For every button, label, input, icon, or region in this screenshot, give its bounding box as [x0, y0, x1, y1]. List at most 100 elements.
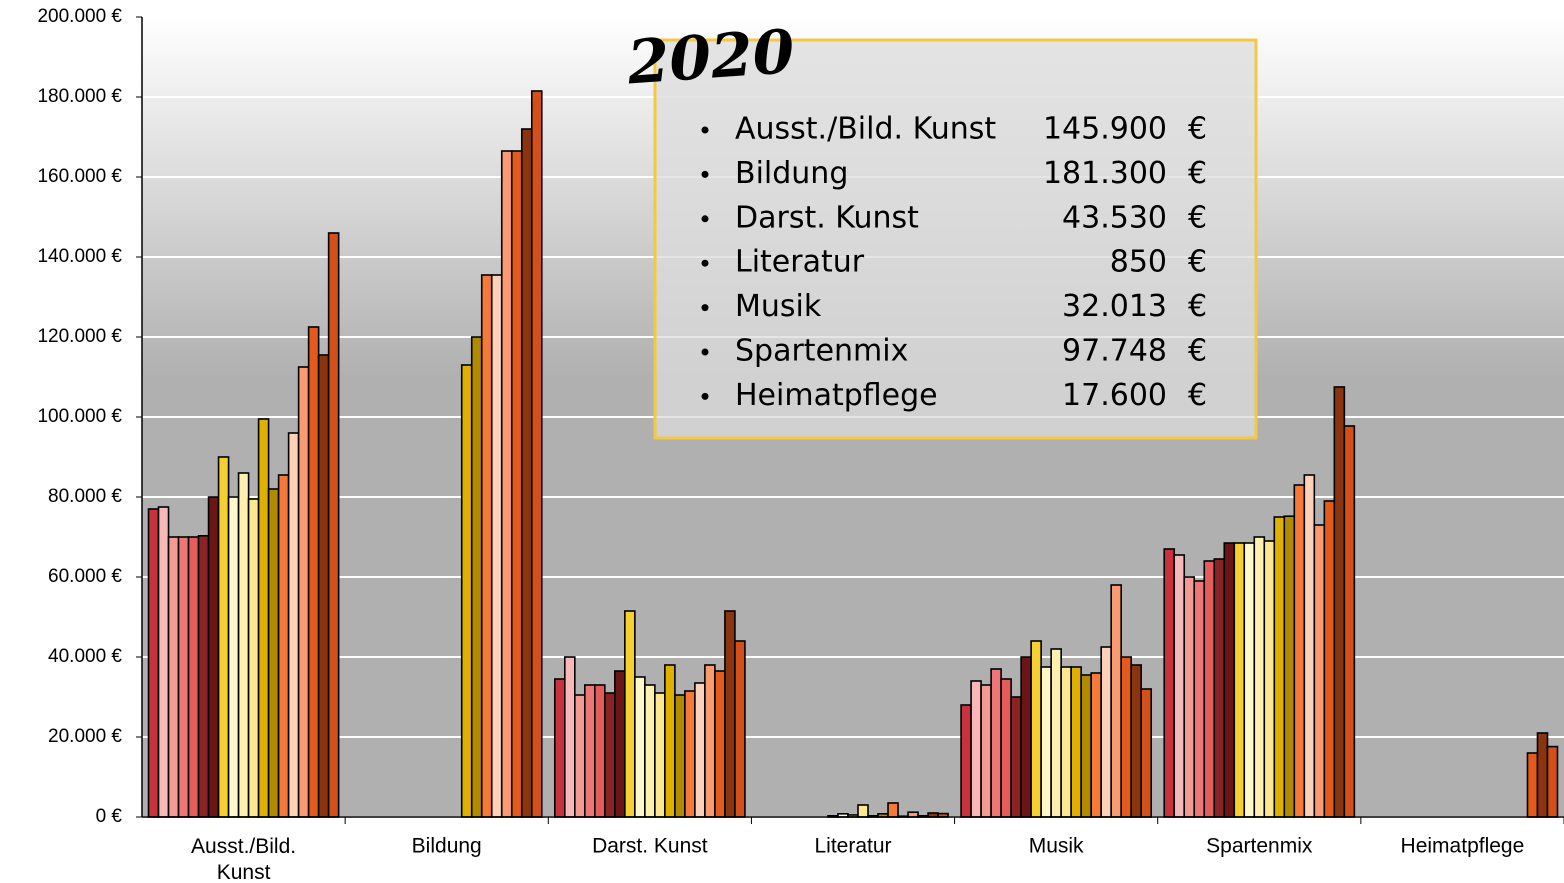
bullet — [701, 215, 709, 223]
y-tick-label: 100.000 € — [37, 406, 122, 427]
bar — [227, 496, 240, 818]
annotation-box — [653, 38, 1258, 440]
bar — [1293, 484, 1306, 818]
bar — [247, 498, 260, 818]
bar — [1120, 656, 1132, 818]
item-label: Literatur — [735, 245, 865, 280]
y-tick-label: 200.000 € — [37, 6, 122, 27]
bar — [644, 684, 656, 818]
bar — [1040, 666, 1052, 818]
bar — [1050, 648, 1062, 818]
bar — [530, 90, 543, 818]
bar — [1173, 554, 1186, 818]
y-tick-label: 20.000 € — [48, 726, 122, 747]
bar — [604, 692, 616, 818]
bar — [664, 664, 676, 818]
item-label: Bildung — [735, 156, 848, 191]
bar — [990, 668, 1002, 818]
bar — [1140, 688, 1153, 818]
y-tick-label: 80.000 € — [48, 486, 122, 507]
item-label: Spartenmix — [735, 334, 908, 369]
item-label: Ausst./Bild. Kunst — [735, 112, 996, 147]
bar — [694, 682, 706, 818]
bar — [553, 678, 566, 818]
item-amount: 145.900 — [1043, 112, 1167, 147]
bar — [1253, 536, 1266, 818]
item-label: Heimatpflege — [735, 378, 938, 413]
bar — [1203, 560, 1216, 818]
x-tick-label: Spartenmix — [1206, 835, 1313, 858]
item-amount: 43.530 — [1062, 200, 1167, 235]
bar — [460, 364, 473, 818]
bar — [187, 536, 200, 818]
bar — [1080, 674, 1092, 818]
x-tick-label: Darst. Kunst — [592, 835, 708, 858]
bar — [177, 536, 190, 818]
bar — [197, 534, 210, 818]
bar — [714, 670, 726, 818]
bar — [490, 274, 503, 818]
bar — [277, 474, 290, 818]
bar — [1163, 548, 1176, 818]
bar — [470, 336, 483, 818]
item-amount: 32.013 — [1062, 289, 1167, 324]
bullet — [701, 170, 709, 178]
item-unit: € — [1188, 378, 1207, 413]
bar — [1110, 584, 1122, 818]
bar — [574, 694, 586, 818]
bar — [704, 664, 716, 818]
bar — [1546, 745, 1559, 818]
bar — [614, 670, 626, 818]
bar — [500, 150, 513, 818]
bar — [267, 488, 280, 818]
y-tick-label: 140.000 € — [37, 246, 122, 267]
x-tick-label: Heimatpflege — [1401, 835, 1525, 858]
bar — [594, 684, 606, 818]
bullet — [701, 392, 709, 400]
bar — [317, 354, 330, 818]
x-tick-label: Bildung — [412, 835, 482, 858]
bar — [584, 684, 596, 818]
item-unit: € — [1188, 200, 1207, 235]
y-tick-label: 60.000 € — [48, 566, 122, 587]
bar — [520, 128, 533, 818]
bar — [257, 418, 270, 818]
y-tick-label: 40.000 € — [48, 646, 122, 667]
bar — [887, 802, 899, 818]
bar — [510, 150, 523, 818]
x-tick-label: Ausst./Bild. Kunst — [191, 835, 296, 883]
bar — [1010, 696, 1022, 818]
bar — [970, 680, 982, 818]
y-tick-label: 0 € — [96, 806, 123, 827]
bar — [167, 536, 180, 818]
bar — [654, 692, 666, 818]
bar — [1283, 515, 1296, 818]
bar — [327, 232, 340, 818]
bar — [1243, 542, 1256, 818]
item-unit: € — [1188, 334, 1207, 369]
bar — [1000, 678, 1012, 818]
bar — [157, 506, 170, 818]
item-unit: € — [1188, 156, 1207, 191]
item-unit: € — [1188, 112, 1207, 147]
bar — [980, 684, 992, 818]
bar — [1233, 542, 1246, 818]
bar — [1130, 664, 1143, 818]
bar — [1536, 732, 1549, 818]
bar — [1303, 474, 1316, 818]
bar — [624, 610, 636, 818]
bar — [724, 610, 736, 818]
bar — [674, 694, 686, 818]
item-amount: 850 — [1110, 245, 1167, 280]
item-amount: 97.748 — [1062, 334, 1167, 369]
x-tick-label: Musik — [1029, 835, 1084, 858]
y-tick-label: 120.000 € — [37, 326, 122, 347]
bar — [480, 274, 493, 818]
y-tick-label: 180.000 € — [37, 86, 122, 107]
bar — [857, 804, 869, 818]
bar — [1213, 558, 1226, 818]
bar — [563, 656, 576, 818]
bullet — [701, 348, 709, 356]
bar — [287, 432, 300, 818]
item-label: Darst. Kunst — [735, 200, 919, 235]
